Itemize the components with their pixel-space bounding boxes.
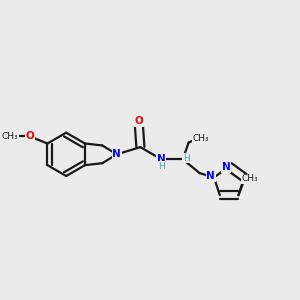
Text: N: N <box>206 171 215 181</box>
Text: CH₃: CH₃ <box>1 132 18 141</box>
Text: N: N <box>222 162 231 172</box>
Text: N: N <box>157 154 166 164</box>
Text: CH₃: CH₃ <box>242 174 258 183</box>
Text: O: O <box>25 131 34 141</box>
Text: CH₃: CH₃ <box>193 134 209 143</box>
Text: N: N <box>112 149 121 159</box>
Text: H: H <box>183 154 190 163</box>
Text: O: O <box>135 116 143 126</box>
Text: H: H <box>158 162 165 171</box>
